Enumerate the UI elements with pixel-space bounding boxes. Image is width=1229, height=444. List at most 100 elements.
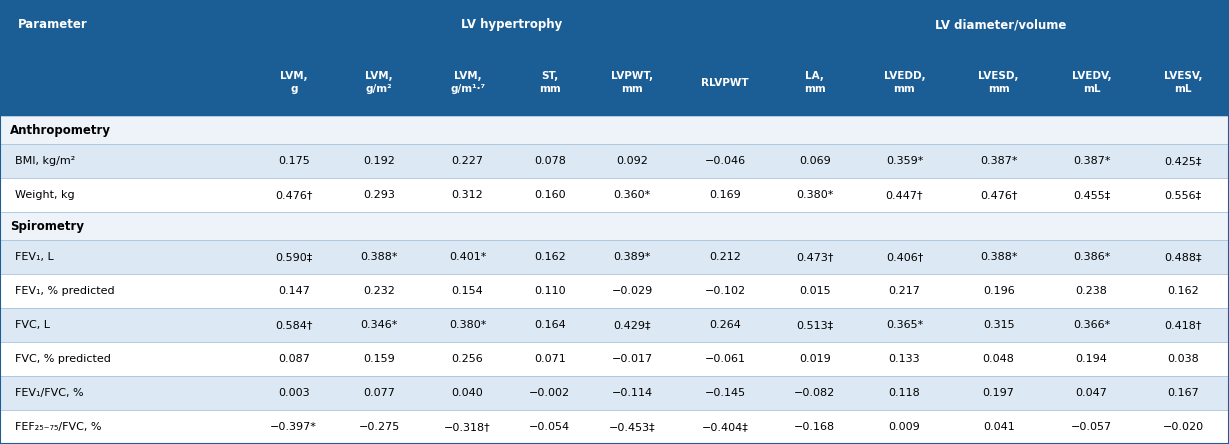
Text: 0.110: 0.110 bbox=[535, 286, 565, 296]
Text: 0.078: 0.078 bbox=[533, 156, 565, 166]
Text: 0.425‡: 0.425‡ bbox=[1165, 156, 1202, 166]
Text: 0.238: 0.238 bbox=[1075, 286, 1107, 296]
Text: 0.197: 0.197 bbox=[983, 388, 1015, 398]
Text: 0.196: 0.196 bbox=[983, 286, 1014, 296]
Text: 0.133: 0.133 bbox=[889, 354, 921, 364]
Text: 0.388*: 0.388* bbox=[360, 252, 398, 262]
Text: −0.114: −0.114 bbox=[612, 388, 653, 398]
Text: −0.318†: −0.318† bbox=[445, 422, 490, 432]
Text: 0.015: 0.015 bbox=[799, 286, 831, 296]
Text: −0.061: −0.061 bbox=[704, 354, 746, 364]
Text: −0.168: −0.168 bbox=[794, 422, 836, 432]
Text: 0.406†: 0.406† bbox=[886, 252, 923, 262]
Text: 0.429‡: 0.429‡ bbox=[613, 320, 651, 330]
Text: FEV₁, % predicted: FEV₁, % predicted bbox=[15, 286, 114, 296]
Text: 0.380*: 0.380* bbox=[449, 320, 487, 330]
Text: 0.387*: 0.387* bbox=[980, 156, 1018, 166]
Text: FEV₁/FVC, %: FEV₁/FVC, % bbox=[15, 388, 84, 398]
Text: ST,
mm: ST, mm bbox=[540, 71, 560, 94]
Text: 0.217: 0.217 bbox=[889, 286, 921, 296]
Text: 0.386*: 0.386* bbox=[1073, 252, 1110, 262]
Text: 0.556‡: 0.556‡ bbox=[1165, 190, 1202, 200]
Text: 0.118: 0.118 bbox=[889, 388, 921, 398]
Text: 0.447†: 0.447† bbox=[886, 190, 923, 200]
Text: 0.389*: 0.389* bbox=[613, 252, 651, 262]
Text: BMI, kg/m²: BMI, kg/m² bbox=[15, 156, 75, 166]
Text: LVPWT,
mm: LVPWT, mm bbox=[611, 71, 653, 94]
Text: 0.192: 0.192 bbox=[364, 156, 395, 166]
Text: 0.087: 0.087 bbox=[278, 354, 310, 364]
Text: FEV₁, L: FEV₁, L bbox=[15, 252, 54, 262]
FancyBboxPatch shape bbox=[0, 178, 1229, 212]
Text: −0.054: −0.054 bbox=[530, 422, 570, 432]
FancyBboxPatch shape bbox=[0, 342, 1229, 376]
Text: 0.069: 0.069 bbox=[799, 156, 831, 166]
Text: −0.029: −0.029 bbox=[612, 286, 653, 296]
Text: Spirometry: Spirometry bbox=[10, 220, 84, 233]
Text: 0.476†: 0.476† bbox=[980, 190, 1018, 200]
Text: 0.590‡: 0.590‡ bbox=[275, 252, 312, 262]
Text: LV hypertrophy: LV hypertrophy bbox=[461, 18, 562, 32]
Text: FEF₂₅₋₇₅/FVC, %: FEF₂₅₋₇₅/FVC, % bbox=[15, 422, 102, 432]
Text: 0.175: 0.175 bbox=[278, 156, 310, 166]
Text: 0.169: 0.169 bbox=[709, 190, 741, 200]
Text: 0.584†: 0.584† bbox=[275, 320, 312, 330]
Text: 0.360*: 0.360* bbox=[613, 190, 650, 200]
Text: −0.397*: −0.397* bbox=[270, 422, 317, 432]
Text: 0.003: 0.003 bbox=[278, 388, 310, 398]
FancyBboxPatch shape bbox=[0, 240, 1229, 274]
Text: 0.160: 0.160 bbox=[535, 190, 565, 200]
Text: 0.019: 0.019 bbox=[799, 354, 831, 364]
Text: 0.162: 0.162 bbox=[533, 252, 565, 262]
Text: 0.359*: 0.359* bbox=[886, 156, 923, 166]
Text: LVM,
g: LVM, g bbox=[280, 71, 307, 94]
Text: LVM,
g/m¹·⁷: LVM, g/m¹·⁷ bbox=[450, 71, 485, 94]
Text: 0.041: 0.041 bbox=[983, 422, 1014, 432]
Text: 0.264: 0.264 bbox=[709, 320, 741, 330]
Text: 0.040: 0.040 bbox=[452, 388, 483, 398]
Text: 0.159: 0.159 bbox=[364, 354, 395, 364]
Text: 0.212: 0.212 bbox=[709, 252, 741, 262]
Text: LVEDV,
mL: LVEDV, mL bbox=[1072, 71, 1111, 94]
Text: −0.020: −0.020 bbox=[1163, 422, 1203, 432]
Text: FVC, L: FVC, L bbox=[15, 320, 50, 330]
Text: FVC, % predicted: FVC, % predicted bbox=[15, 354, 111, 364]
FancyBboxPatch shape bbox=[0, 308, 1229, 342]
Text: 0.365*: 0.365* bbox=[886, 320, 923, 330]
Text: 0.418†: 0.418† bbox=[1165, 320, 1202, 330]
Text: 0.256: 0.256 bbox=[452, 354, 483, 364]
Text: 0.476†: 0.476† bbox=[275, 190, 312, 200]
Text: LVESD,
mm: LVESD, mm bbox=[978, 71, 1019, 94]
Text: 0.167: 0.167 bbox=[1168, 388, 1200, 398]
Text: LV diameter/volume: LV diameter/volume bbox=[935, 18, 1067, 32]
Text: 0.077: 0.077 bbox=[364, 388, 395, 398]
Text: 0.473†: 0.473† bbox=[796, 252, 833, 262]
Text: −0.102: −0.102 bbox=[704, 286, 746, 296]
FancyBboxPatch shape bbox=[0, 144, 1229, 178]
Text: 0.488‡: 0.488‡ bbox=[1164, 252, 1202, 262]
Text: LVEDD,
mm: LVEDD, mm bbox=[884, 71, 925, 94]
Text: 0.092: 0.092 bbox=[616, 156, 648, 166]
Text: Weight, kg: Weight, kg bbox=[15, 190, 75, 200]
Text: −0.145: −0.145 bbox=[704, 388, 746, 398]
Text: −0.404‡: −0.404‡ bbox=[702, 422, 748, 432]
Text: −0.017: −0.017 bbox=[612, 354, 653, 364]
Text: 0.387*: 0.387* bbox=[1073, 156, 1110, 166]
Text: 0.388*: 0.388* bbox=[980, 252, 1018, 262]
Text: 0.380*: 0.380* bbox=[796, 190, 833, 200]
Text: 0.293: 0.293 bbox=[364, 190, 395, 200]
Text: 0.346*: 0.346* bbox=[360, 320, 398, 330]
Text: 0.455‡: 0.455‡ bbox=[1073, 190, 1110, 200]
Text: 0.227: 0.227 bbox=[451, 156, 484, 166]
Text: −0.275: −0.275 bbox=[359, 422, 399, 432]
FancyBboxPatch shape bbox=[0, 0, 1229, 50]
Text: 0.047: 0.047 bbox=[1075, 388, 1107, 398]
FancyBboxPatch shape bbox=[0, 410, 1229, 444]
Text: LVM,
g/m²: LVM, g/m² bbox=[365, 71, 393, 94]
Text: 0.038: 0.038 bbox=[1168, 354, 1200, 364]
Text: −0.046: −0.046 bbox=[704, 156, 746, 166]
Text: 0.194: 0.194 bbox=[1075, 354, 1107, 364]
Text: 0.513‡: 0.513‡ bbox=[796, 320, 833, 330]
Text: Anthropometry: Anthropometry bbox=[10, 123, 111, 137]
Text: 0.162: 0.162 bbox=[1168, 286, 1200, 296]
